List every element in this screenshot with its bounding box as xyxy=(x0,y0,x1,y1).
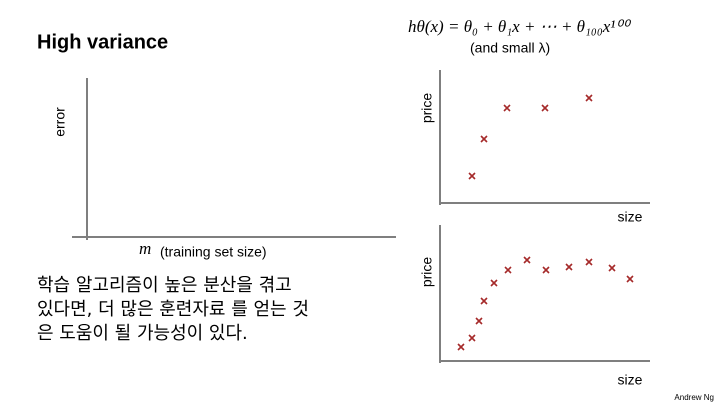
data-points xyxy=(457,256,634,351)
body-text: 은 도움이 될 가능성이 있다. xyxy=(37,323,248,344)
body-text: 학습 알고리즘이 높은 분산을 겪고 xyxy=(37,275,292,296)
data-points xyxy=(468,94,593,180)
x-label: (training set size) xyxy=(160,244,267,260)
body-text: 있다면, 더 많은 훈련자료 를 얻는 것 xyxy=(37,299,309,320)
title: High variance xyxy=(37,31,168,53)
x-label: size xyxy=(618,372,643,388)
footer: Andrew Ng xyxy=(674,393,714,402)
x-label: size xyxy=(618,209,643,225)
formula-note: (and small λ) xyxy=(470,40,550,56)
formula: hθ(x) = θ₀ + θ₁x + ⋯ + θ₁₀₀x¹⁰⁰ xyxy=(408,17,631,36)
y-label: price xyxy=(419,93,435,124)
y-label: error xyxy=(52,107,68,137)
y-label: price xyxy=(419,257,435,288)
x-symbol: m xyxy=(139,239,151,258)
